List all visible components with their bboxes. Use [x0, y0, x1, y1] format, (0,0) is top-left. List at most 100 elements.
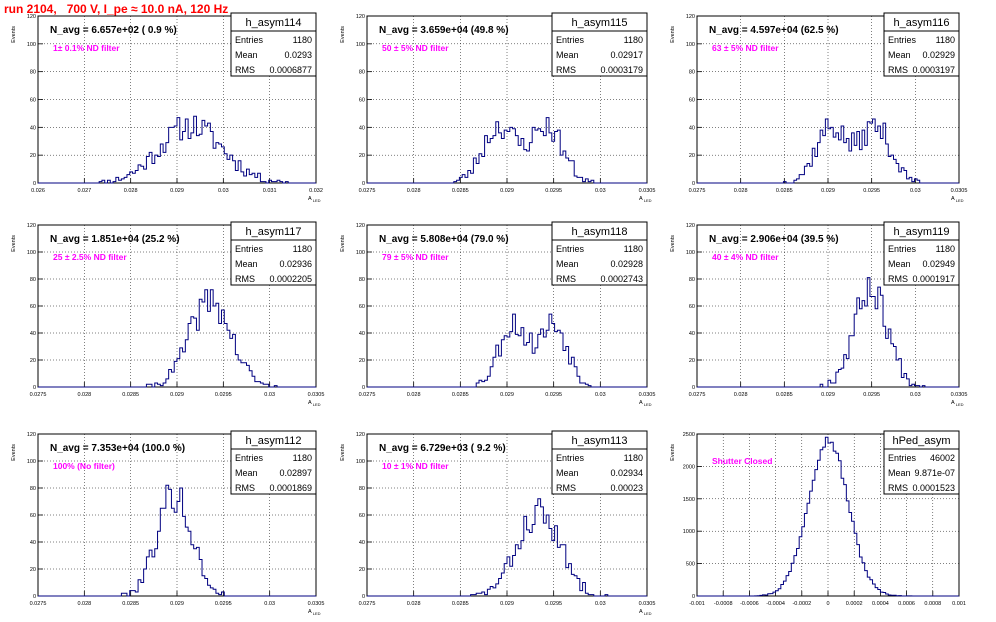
y-tick-label: 80: [30, 277, 36, 283]
y-tick-label: 20: [359, 358, 365, 364]
y-axis-title: Events: [340, 235, 346, 252]
x-tick-label: 0.028: [124, 188, 138, 194]
stats-box: [883, 30, 960, 77]
y-tick-label: 120: [356, 14, 365, 20]
y-axis-title: Events: [670, 26, 676, 43]
stats-label: RMS: [235, 274, 255, 284]
x-tick-label: 0: [826, 601, 829, 607]
x-tick-label: -0.0006: [740, 601, 759, 607]
y-tick-label: 60: [689, 304, 695, 310]
y-tick-label: 20: [30, 153, 36, 159]
stats-value: 0.0293: [284, 50, 312, 60]
y-tick-label: 1000: [683, 529, 695, 535]
y-tick-label: 500: [686, 562, 695, 568]
histogram-panel-h_asym118: 0.0275 0.028 0.0285 0.029 0.0295 0.03 0.0305 0 2…: [340, 221, 655, 407]
x-tick-label: 0.03: [264, 392, 275, 398]
stats-value: 0.0002743: [600, 274, 643, 284]
stats-label: RMS: [888, 483, 908, 493]
stats-box: [551, 30, 648, 77]
stats-value: 0.02936: [279, 259, 312, 269]
x-tick-label: 0.03: [910, 188, 921, 194]
stats-value: 0.0001869: [269, 483, 312, 493]
stats-value: 0.02897: [279, 468, 312, 478]
filter-label: Shutter Closed: [712, 456, 772, 466]
y-tick-label: 40: [30, 331, 36, 337]
x-tick-label: 0.028: [407, 188, 421, 194]
y-tick-label: 100: [356, 42, 365, 48]
stats-value: 1180: [624, 35, 643, 45]
y-tick-label: 60: [30, 513, 36, 519]
stats-label: RMS: [235, 65, 255, 75]
stats-value: 9.871e-07: [914, 468, 955, 478]
stats-value: 0.00023: [610, 483, 643, 493]
stats-value: 1180: [624, 244, 643, 254]
y-tick-label: 80: [689, 277, 695, 283]
x-tick-label: 0.0275: [30, 392, 47, 398]
x-tick-label: 0.031: [263, 188, 277, 194]
stats-label: Mean: [888, 50, 911, 60]
x-tick-label: 0.03: [910, 392, 921, 398]
x-axis-title: A LED: [951, 196, 964, 203]
stats-value: 1180: [936, 244, 955, 254]
histogram-line: [367, 498, 647, 597]
x-tick-label: 0.0275: [359, 601, 376, 607]
y-axis-title: Events: [340, 444, 346, 461]
stats-value: 0.02929: [922, 50, 955, 60]
y-tick-label: 100: [27, 459, 36, 465]
stats-value: 0.0001523: [912, 483, 955, 493]
x-axis-title: A LED: [951, 400, 964, 407]
stats-label: Mean: [888, 259, 911, 269]
x-tick-label: 0.0008: [924, 601, 941, 607]
x-tick-label: 0.0295: [545, 188, 562, 194]
y-axis-title: Events: [11, 235, 17, 252]
x-tick-label: 0.0285: [122, 392, 139, 398]
x-tick-label: 0.0002: [846, 601, 863, 607]
histogram-name: hPed_asym: [892, 435, 950, 447]
stats-value: 0.02928: [610, 259, 643, 269]
x-axis-title: A LED: [639, 609, 652, 616]
x-tick-label: -0.0002: [792, 601, 811, 607]
y-tick-label: 20: [689, 358, 695, 364]
stats-value: 1180: [293, 244, 312, 254]
stats-box: [551, 448, 648, 495]
x-tick-label: 0.029: [821, 188, 835, 194]
x-tick-label: 0.0285: [122, 601, 139, 607]
filter-label: 25 ± 2.5% ND filter: [53, 252, 127, 262]
histogram-name: h_asym115: [571, 17, 627, 29]
stats-value: 1180: [936, 35, 955, 45]
histogram-panel-hPed_asym: -0.001 -0.0008 -0.0006 -0.0004 -0.0002 0 0.000…: [670, 430, 966, 607]
stats-box: [551, 239, 648, 286]
y-tick-label: 100: [686, 250, 695, 256]
x-tick-label: 0.028: [407, 601, 421, 607]
filter-label: 10 ± 1% ND filter: [382, 461, 449, 471]
y-tick-label: 60: [359, 304, 365, 310]
x-tick-label: 0.0295: [215, 601, 232, 607]
y-tick-label: 60: [359, 513, 365, 519]
x-tick-label: 0.0275: [30, 601, 47, 607]
x-tick-label: -0.001: [689, 601, 705, 607]
stats-label: Entries: [556, 453, 585, 463]
x-tick-label: 0.03: [595, 188, 606, 194]
x-tick-label: 0.0305: [308, 392, 325, 398]
y-axis-title: Events: [340, 26, 346, 43]
x-tick-label: 0.0295: [215, 392, 232, 398]
x-axis-title: A LED: [308, 609, 321, 616]
y-tick-label: 1500: [683, 497, 695, 503]
y-tick-label: 0: [362, 385, 365, 391]
x-tick-label: 0.0305: [308, 601, 325, 607]
y-tick-label: 120: [686, 223, 695, 229]
y-tick-label: 0: [692, 594, 695, 600]
page-title: run 2104, 700 V, I_pe ≈ 10.0 nA, 120 Hz: [4, 2, 229, 16]
histogram-panel-h_asym117: 0.0275 0.028 0.0285 0.029 0.0295 0.03 0.0305 0 2…: [11, 221, 325, 407]
stats-label: RMS: [556, 65, 576, 75]
stats-box: [883, 448, 960, 495]
filter-label: 1± 0.1% ND filter: [53, 43, 120, 53]
navg-label: N_avg = 3.659e+04 (49.8 %): [379, 25, 509, 36]
stats-value: 0.0003179: [600, 65, 643, 75]
y-axis-title: Events: [11, 444, 17, 461]
stats-label: Mean: [556, 50, 579, 60]
navg-label: N_avg = 5.808e+04 (79.0 %): [379, 234, 509, 245]
histogram-line: [697, 277, 959, 388]
stats-value: 0.02917: [610, 50, 643, 60]
